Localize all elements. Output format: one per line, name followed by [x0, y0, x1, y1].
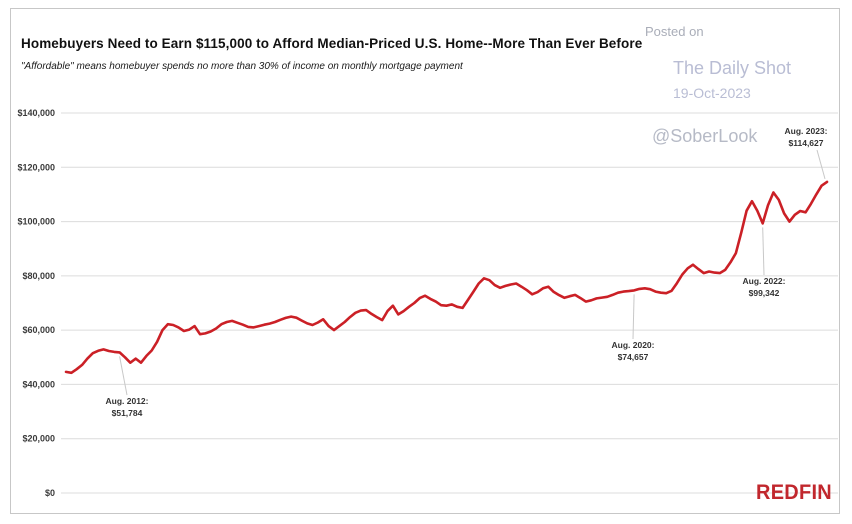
- annotation-leader-line: [816, 149, 826, 180]
- chart-frame: [10, 8, 840, 514]
- income-series-line: [64, 180, 829, 375]
- watermark-daily-shot: The Daily Shot: [673, 58, 792, 78]
- y-tick-label: $100,000: [17, 217, 55, 227]
- chart-title: Homebuyers Need to Earn $115,000 to Affo…: [21, 36, 643, 51]
- annotation-leader-line: [119, 356, 128, 396]
- y-tick-label: $140,000: [17, 108, 55, 118]
- annotation-leader-line: [632, 294, 635, 340]
- y-tick-label: $40,000: [22, 379, 55, 389]
- y-tick-label: $20,000: [22, 434, 55, 444]
- annotation-leader-line: [762, 227, 765, 276]
- y-tick-label: $60,000: [22, 325, 55, 335]
- y-tick-label: $120,000: [17, 162, 55, 172]
- annotation-value-label: $99,342: [749, 288, 780, 298]
- annotation-value-label: $74,657: [618, 352, 649, 362]
- y-tick-label: $0: [45, 488, 55, 498]
- annotation-date-label: Aug. 2022:: [743, 276, 786, 286]
- annotation-value-label: $114,627: [789, 138, 824, 148]
- watermark-posted-on: Posted on: [645, 24, 704, 39]
- watermark-date: 19-Oct-2023: [673, 85, 751, 101]
- annotation-date-label: Aug. 2020:: [612, 340, 655, 350]
- annotation-value-label: $51,784: [112, 408, 143, 418]
- y-tick-label: $80,000: [22, 271, 55, 281]
- watermark-soberlook-handle: @SoberLook: [652, 126, 758, 146]
- annotation-date-label: Aug. 2023:: [785, 126, 828, 136]
- chart-subtitle: "Affordable" means homebuyer spends no m…: [21, 61, 463, 72]
- redfin-logo: REDFIN: [756, 481, 832, 504]
- annotation-date-label: Aug. 2012:: [106, 396, 149, 406]
